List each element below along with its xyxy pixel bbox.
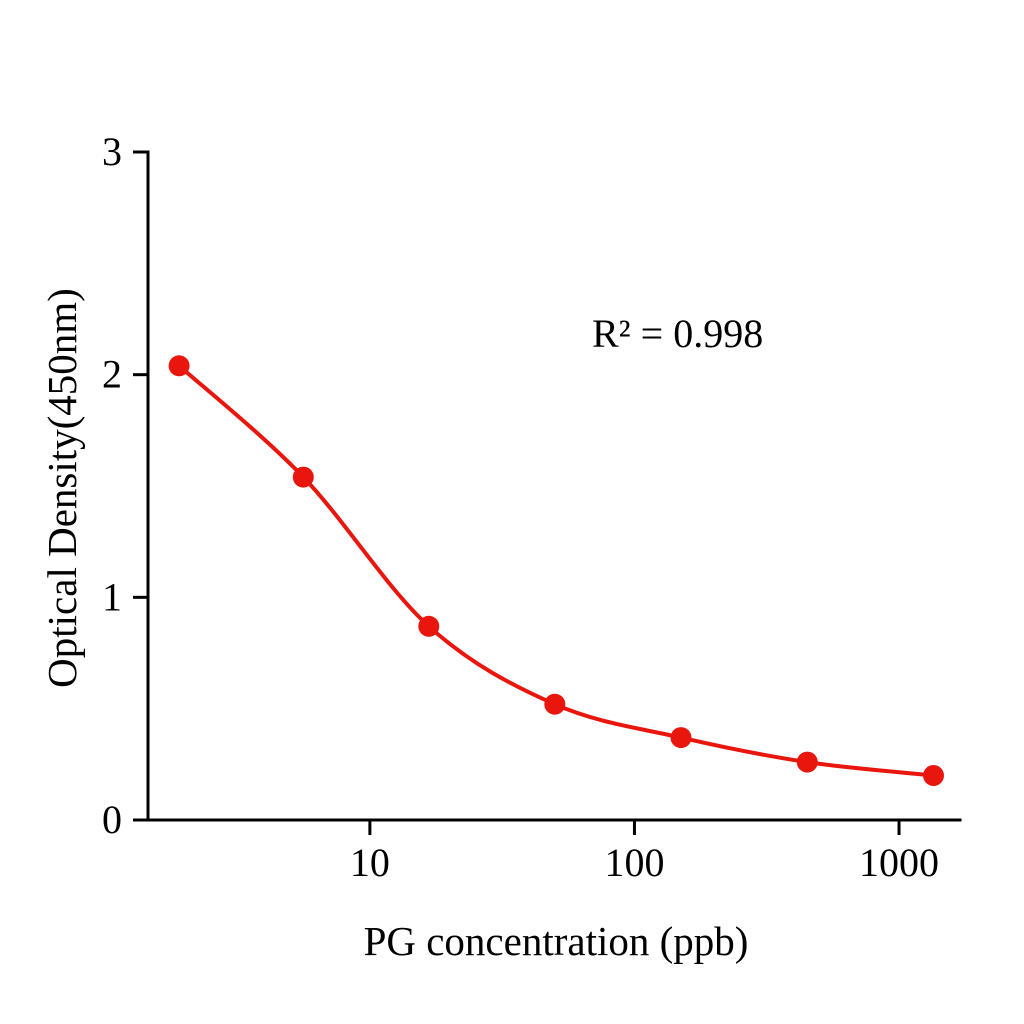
x-tick-label: 1000 [859,840,939,885]
y-tick-label: 2 [102,352,122,397]
y-tick-label: 0 [102,797,122,842]
y-axis-title: Optical Density(450nm) [39,288,85,688]
y-tick-label: 1 [102,574,122,619]
data-point [544,693,566,715]
y-tick-label: 3 [102,129,122,174]
x-tick-label: 10 [350,840,390,885]
data-point [168,355,190,377]
data-point [923,765,944,786]
data-point [796,751,818,773]
x-axis-title: PG concentration (ppb) [363,918,749,964]
data-point [292,466,314,488]
data-point [670,727,692,749]
r-squared-annotation: R² = 0.998 [592,311,764,356]
data-point [418,615,440,637]
x-tick-label: 100 [604,840,664,885]
